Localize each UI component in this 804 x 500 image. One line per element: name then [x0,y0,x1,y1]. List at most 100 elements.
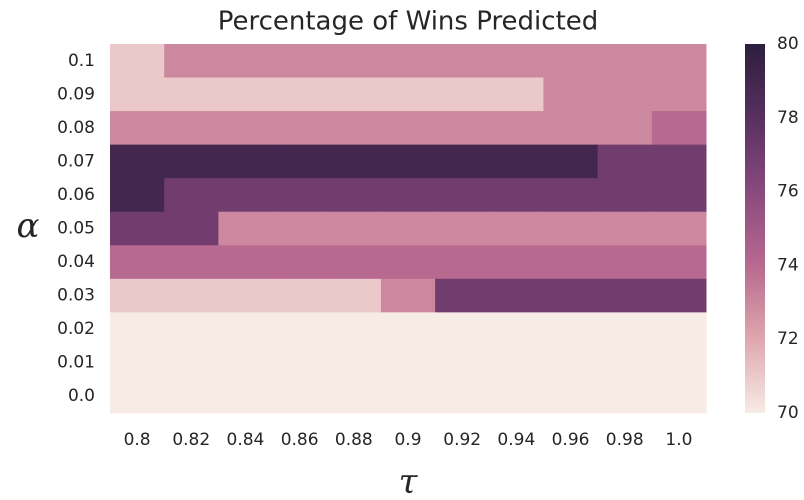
heat-cell [326,211,382,246]
heat-cell [272,245,328,280]
heat-cell [597,379,653,414]
heat-cell [380,345,436,380]
y-tick-label: 0.01 [57,353,95,373]
heat-cell [597,111,653,146]
heat-cell [651,111,707,146]
y-tick-label: 0.03 [57,286,95,306]
heat-cell [651,211,707,246]
heat-cell [218,77,274,112]
heat-cell [380,44,436,79]
y-tick-label: 0.06 [57,185,95,205]
heat-cell [272,111,328,146]
x-tick-label: 0.86 [281,430,319,450]
heat-cell [489,111,544,146]
heat-cell [272,379,328,414]
heat-cell [597,178,653,213]
heat-cell [435,312,490,347]
heat-cell [380,178,436,213]
colorbar-tick-label: 80 [777,34,799,54]
y-tick-label: 0.0 [68,386,95,406]
heat-cell [110,379,165,414]
heat-cell [489,178,544,213]
heat-cell [489,345,544,380]
heat-cell [272,278,328,313]
heat-cell [380,278,436,313]
heat-cell [543,345,599,380]
heat-cell [543,312,599,347]
heat-cell [543,77,599,112]
x-tick-label: 0.84 [227,430,265,450]
heat-cell [435,178,490,213]
heat-cell [272,211,328,246]
heat-cell [597,144,653,179]
heat-cell [326,245,382,280]
heat-cell [218,312,274,347]
heat-cell [164,345,219,380]
heat-cell [326,111,382,146]
heat-cell [435,379,490,414]
heat-cell [435,77,490,112]
heat-cell [651,345,707,380]
heat-cell [218,144,274,179]
heat-cell [435,144,490,179]
heat-cell [110,44,165,79]
heat-cell [272,312,328,347]
heat-cell [543,111,599,146]
heat-cell [110,211,165,246]
y-tick-label: 0.07 [57,151,95,171]
x-tick-label: 0.8 [124,430,151,450]
heat-cell [435,278,490,313]
heat-cell [110,111,165,146]
colorbar-tick-label: 74 [777,255,799,275]
heat-cell [110,178,165,213]
x-tick-label: 0.82 [172,430,210,450]
heat-cell [380,111,436,146]
heat-cell [651,77,707,112]
colorbar [745,44,765,413]
y-axis-label: α [17,206,40,246]
heat-cell [164,245,219,280]
heat-cell [380,312,436,347]
heat-cell [326,345,382,380]
heat-cell [218,245,274,280]
heat-cell [326,44,382,79]
heat-cell [326,144,382,179]
heat-cell [651,44,707,79]
heat-cell [489,312,544,347]
heat-cell [597,345,653,380]
heat-cell [435,345,490,380]
heat-cell [218,345,274,380]
heat-cell [543,278,599,313]
heat-cell [543,211,599,246]
heat-cell [110,245,165,280]
y-tick-label: 0.09 [57,84,95,104]
heat-cell [380,77,436,112]
heat-cell [489,245,544,280]
heat-cell [597,211,653,246]
heat-cell [326,278,382,313]
heat-cell [218,178,274,213]
heat-cell [543,245,599,280]
x-tick-label: 0.88 [335,430,373,450]
heat-cell [218,211,274,246]
heat-cell [435,245,490,280]
heat-cell [380,379,436,414]
colorbar-tick-label: 72 [777,329,799,349]
x-tick-label: 0.96 [552,430,590,450]
heat-cell [651,245,707,280]
heat-cell [651,379,707,414]
heat-cell [380,144,436,179]
heat-cell [597,44,653,79]
heat-cell [651,178,707,213]
x-tick-label: 0.94 [497,430,535,450]
heat-cell [380,211,436,246]
heat-cell [110,312,165,347]
heat-cell [543,44,599,79]
heat-cell [597,312,653,347]
heat-cell [326,379,382,414]
heat-cell [543,178,599,213]
heat-cell [164,178,219,213]
y-tick-label: 0.02 [57,319,95,339]
heat-cell [218,111,274,146]
